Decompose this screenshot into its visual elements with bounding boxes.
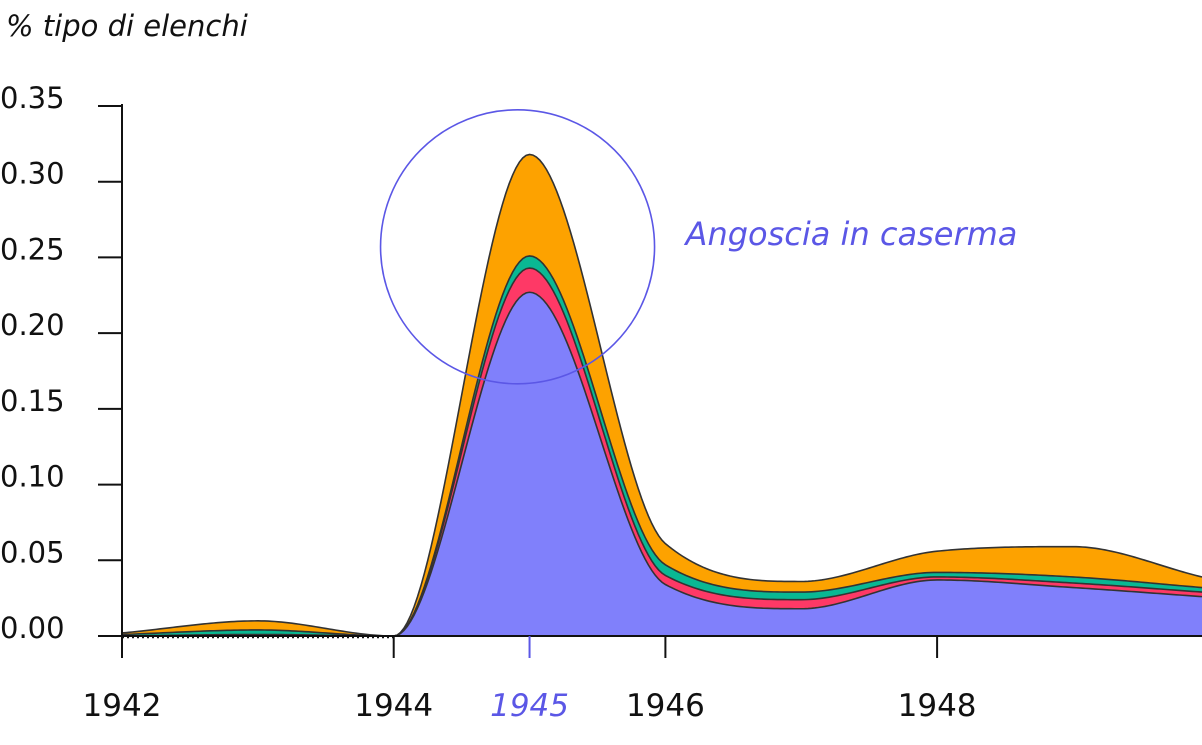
y-tick-label: 0.25	[0, 232, 65, 266]
axes: 0.00 0.05 0.10 0.15 0.20 0.25 0.30 0.35 1942 1944…	[0, 81, 1202, 724]
area-outline-3	[121, 255, 1202, 637]
annotation-circle	[379, 109, 656, 385]
x-tick-label: 1946	[626, 688, 705, 724]
y-tick-label: 0.20	[0, 308, 65, 342]
x-tick-label: 1942	[83, 688, 162, 724]
y-axis-label: % tipo di elenchi	[6, 9, 248, 43]
x-tick-label: 1944	[354, 688, 433, 724]
annotation-label: Angoscia in caserma	[684, 215, 1018, 253]
y-tick-label: 0.15	[0, 384, 65, 418]
y-tick-label: 0.35	[0, 81, 65, 115]
y-tick-label: 0.30	[0, 157, 65, 191]
y-tick-label: 0.00	[0, 611, 65, 645]
annotations: Angoscia in caserma	[379, 109, 1018, 385]
x-tick-label: 1948	[898, 688, 977, 724]
highlight-year-label: 1945	[490, 688, 569, 724]
y-tick-label: 0.10	[0, 460, 65, 494]
area-outline-4	[121, 153, 1202, 637]
area-outline-2	[121, 267, 1202, 637]
area-series-1	[122, 292, 1202, 636]
series-areas	[121, 153, 1202, 637]
y-tick-label: 0.05	[0, 535, 65, 569]
